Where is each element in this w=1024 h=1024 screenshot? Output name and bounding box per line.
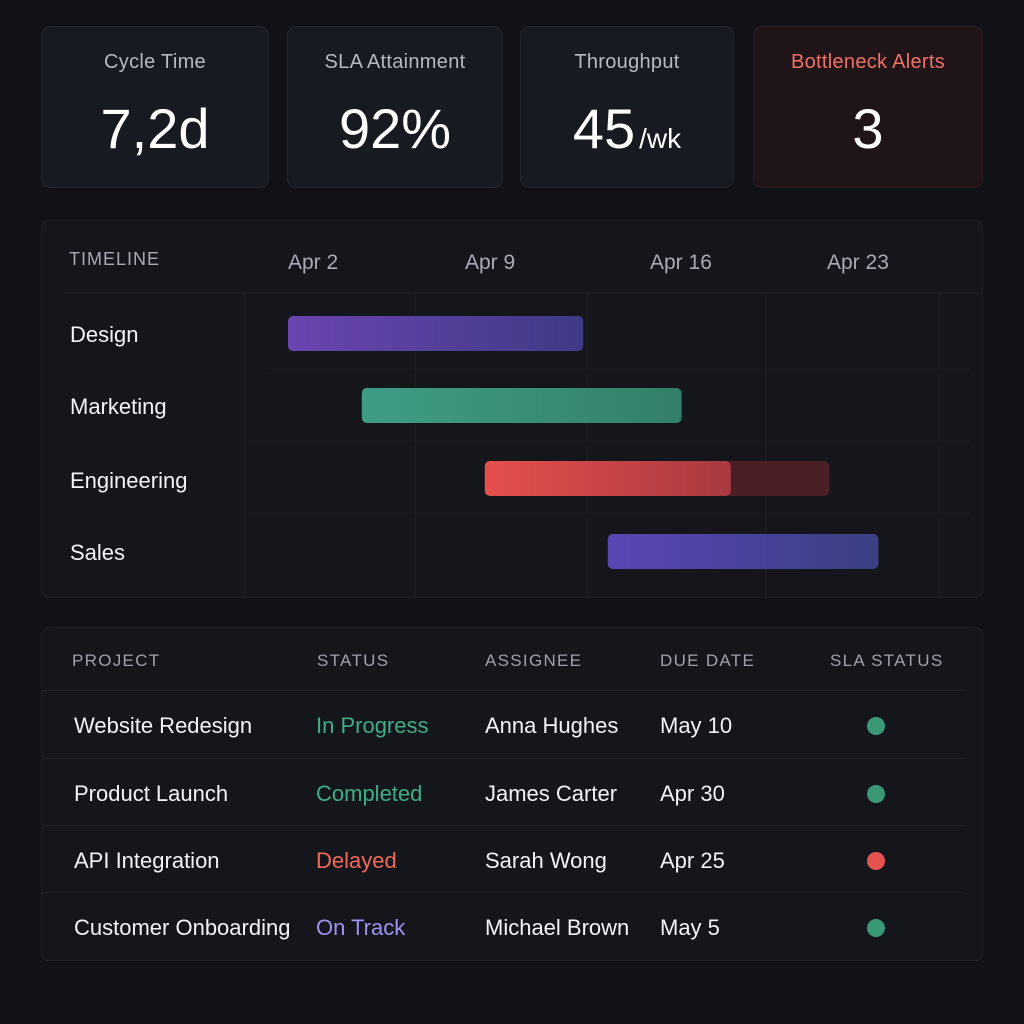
- timeline-bar-design[interactable]: [288, 316, 584, 351]
- timeline-panel: TIMELINE Apr 2 Apr 9 Apr 16 Apr 23 Desig…: [41, 220, 983, 599]
- kpi-card-bottleneck-alerts[interactable]: Bottleneck Alerts 3: [753, 26, 983, 188]
- timeline-bars: [288, 316, 879, 569]
- timeline-row-label: Design: [70, 322, 139, 347]
- cell-project: API Integration: [74, 848, 220, 873]
- column-header-due-date[interactable]: DUE DATE: [660, 651, 756, 670]
- kpi-value: 92%: [338, 97, 452, 160]
- table-row[interactable]: Product Launch Completed James Carter Ap…: [42, 758, 964, 826]
- kpi-value: 3: [852, 97, 884, 160]
- timeline-row-label: Marketing: [70, 394, 167, 419]
- cell-status: Delayed: [316, 848, 397, 873]
- kpi-card-throughput[interactable]: Throughput 45/wk: [520, 26, 734, 188]
- table-row[interactable]: Website Redesign In Progress Anna Hughes…: [42, 690, 964, 758]
- sla-status-dot: [867, 852, 885, 870]
- cell-project: Customer Onboarding: [74, 915, 291, 940]
- timeline-row-label: Sales: [70, 540, 126, 565]
- kpi-value: 45: [572, 97, 636, 160]
- kpi-unit: /wk: [639, 123, 682, 154]
- sla-status-dot: [867, 717, 885, 735]
- kpi-label: Bottleneck Alerts: [790, 51, 946, 73]
- kpi-label: Throughput: [574, 51, 680, 73]
- cell-project: Website Redesign: [74, 713, 253, 738]
- kpi-card-sla-attainment[interactable]: SLA Attainment 92%: [287, 26, 503, 188]
- cell-due-date: Apr 30: [660, 781, 725, 806]
- kpi-value-wrap: 45/wk: [521, 97, 733, 171]
- cell-assignee: Michael Brown: [485, 915, 630, 940]
- column-header-assignee[interactable]: ASSIGNEE: [485, 651, 583, 670]
- timeline-bar-marketing[interactable]: [361, 388, 682, 423]
- timeline-heading: TIMELINE: [69, 249, 161, 269]
- cell-due-date: Apr 25: [660, 848, 725, 873]
- cell-assignee: Sarah Wong: [485, 848, 607, 873]
- projects-table: PROJECT STATUS ASSIGNEE DUE DATE SLA STA…: [41, 627, 983, 961]
- kpi-card-cycle-time[interactable]: Cycle Time 7,2d: [41, 26, 269, 188]
- kpi-value: 7,2d: [100, 97, 210, 160]
- sla-status-dot: [867, 919, 885, 937]
- kpi-label: Cycle Time: [104, 51, 206, 73]
- timeline-date: Apr 16: [650, 251, 712, 274]
- cell-assignee: James Carter: [485, 781, 618, 806]
- timeline-grid: [64, 292, 980, 599]
- column-header-sla-status[interactable]: SLA STATUS: [830, 651, 944, 670]
- column-header-project[interactable]: PROJECT: [72, 651, 161, 670]
- timeline-date: Apr 2: [288, 251, 339, 274]
- timeline-row-label: Engineering: [70, 468, 188, 493]
- timeline-bar-sales[interactable]: [607, 534, 879, 569]
- cell-status: Completed: [316, 781, 423, 806]
- cell-due-date: May 10: [660, 713, 733, 738]
- table-row[interactable]: API Integration Delayed Sarah Wong Apr 2…: [42, 825, 964, 893]
- kpi-label: SLA Attainment: [324, 51, 466, 73]
- cell-status: In Progress: [316, 713, 429, 738]
- column-header-status[interactable]: STATUS: [317, 651, 390, 670]
- timeline-date: Apr 23: [827, 251, 889, 274]
- cell-project: Product Launch: [74, 781, 229, 806]
- cell-due-date: May 5: [660, 915, 720, 940]
- timeline-bar-engineering[interactable]: [484, 461, 731, 496]
- cell-assignee: Anna Hughes: [485, 713, 619, 738]
- timeline-date: Apr 9: [465, 251, 516, 274]
- table-row[interactable]: Customer Onboarding On Track Michael Bro…: [42, 892, 964, 960]
- cell-status: On Track: [316, 915, 406, 940]
- sla-status-dot: [867, 785, 885, 803]
- kpi-row: Cycle Time 7,2d SLA Attainment 92% Throu…: [41, 26, 983, 190]
